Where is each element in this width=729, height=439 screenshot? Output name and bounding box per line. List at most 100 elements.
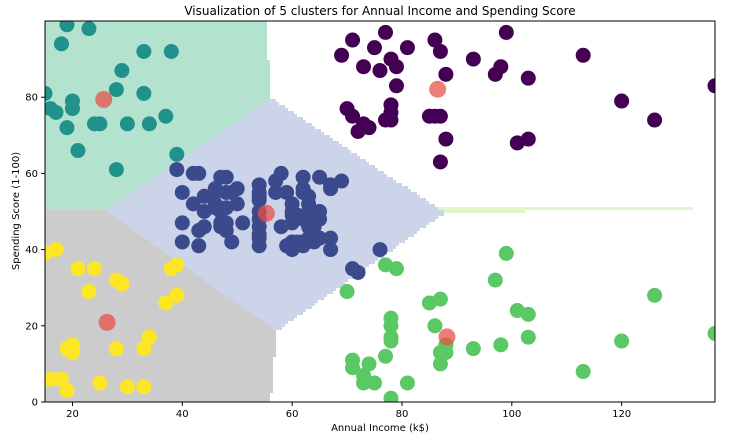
region-cell [162, 171, 384, 174]
region-cell [183, 156, 360, 159]
region-cell [222, 129, 321, 132]
region-cell [45, 261, 180, 264]
data-point [647, 287, 663, 303]
data-point [114, 276, 130, 292]
region-cell [45, 180, 150, 183]
region-cell [45, 363, 273, 366]
region-cell [270, 324, 285, 327]
region-cell [45, 81, 270, 84]
data-point [432, 154, 448, 170]
region-cell [261, 102, 279, 105]
region-cell [45, 198, 123, 201]
region-cell [45, 153, 189, 156]
x-tick-label: 60 [286, 409, 299, 420]
region-cell [45, 24, 267, 27]
data-point [119, 379, 135, 395]
data-point [372, 242, 388, 258]
data-point [707, 325, 715, 341]
region-cell [195, 273, 357, 276]
region-cell [45, 393, 270, 396]
region-cell [45, 162, 174, 165]
region-cell [45, 249, 162, 252]
data-point [399, 40, 415, 56]
region-cell [45, 327, 273, 330]
region-cell [45, 246, 159, 249]
region-cell [45, 36, 267, 39]
data-point [119, 116, 135, 132]
centroid-marker [95, 90, 113, 108]
region-cell [45, 99, 267, 102]
region-cell [45, 87, 270, 90]
data-points [45, 21, 715, 402]
data-point [361, 356, 377, 372]
data-point [388, 78, 404, 94]
region-cell [45, 111, 249, 114]
data-point [169, 287, 185, 303]
region-cell [189, 153, 357, 156]
data-point [487, 272, 503, 288]
region-cell [141, 234, 414, 237]
data-point [59, 21, 75, 33]
data-point [350, 264, 366, 280]
region-cell [267, 99, 276, 102]
region-cell [45, 357, 273, 360]
region-cell [45, 324, 270, 327]
region-cell [249, 111, 294, 114]
region-cell [171, 255, 384, 258]
region-cell [45, 42, 267, 45]
region-cell [45, 75, 270, 78]
region-cell [45, 270, 192, 273]
x-tick-label: 80 [396, 409, 409, 420]
region-cell [159, 246, 396, 249]
region-cell [204, 141, 339, 144]
data-point [707, 78, 715, 94]
y-tick-label: 40 [25, 245, 38, 256]
data-point [383, 112, 399, 128]
region-cell [180, 159, 366, 162]
data-point [136, 43, 152, 59]
data-point [64, 344, 80, 360]
region-cell [219, 132, 324, 135]
data-point [70, 261, 86, 277]
region-cell [45, 93, 270, 96]
centroid-marker [429, 80, 447, 98]
region-cell [213, 135, 330, 138]
data-point [377, 24, 393, 40]
region-cell [174, 162, 369, 165]
data-point [647, 112, 663, 128]
region-cell [114, 216, 438, 219]
data-point [614, 333, 630, 349]
centroid-marker [98, 313, 116, 331]
region-cell [111, 213, 444, 216]
data-point [141, 116, 157, 132]
data-point [108, 82, 124, 98]
region-cell [45, 171, 162, 174]
data-point [383, 333, 399, 349]
region-cell [225, 294, 327, 297]
data-point [388, 261, 404, 277]
x-axis-ticks: 20 40 60 80 100 120 [66, 402, 631, 420]
data-point [465, 51, 481, 67]
region-cell [45, 234, 141, 237]
region-cell [45, 69, 270, 72]
region-cell [45, 177, 153, 180]
data-point [520, 131, 536, 147]
region-cell [45, 228, 132, 231]
region-cell [45, 150, 192, 153]
region-cell [45, 306, 243, 309]
region-cell [45, 381, 273, 384]
data-point [427, 318, 443, 334]
region-cell [222, 291, 333, 294]
region-cell [183, 264, 369, 267]
region-cell [252, 312, 303, 315]
data-point [388, 59, 404, 75]
data-point [169, 257, 185, 273]
data-point [614, 93, 630, 109]
region-cell [135, 231, 417, 234]
region-cell [45, 114, 246, 117]
region-cell [258, 105, 285, 108]
data-point [169, 162, 185, 178]
data-point [229, 181, 245, 197]
data-point [323, 181, 339, 197]
region-cell [45, 396, 270, 399]
